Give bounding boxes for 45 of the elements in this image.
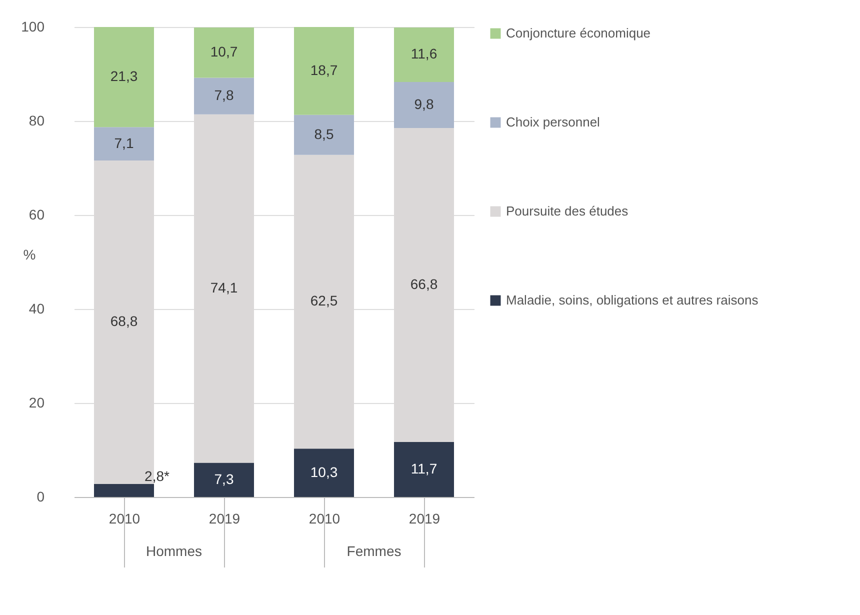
x-tick-label: 2019: [408, 510, 440, 526]
data-label: 66,8: [410, 276, 438, 292]
text: Hommes: [146, 543, 202, 559]
bar: [194, 462, 254, 497]
bar: [94, 484, 154, 497]
legend-label: Conjoncture économique: [506, 26, 651, 40]
y-axis-title: %: [23, 246, 36, 262]
legend-label: Poursuite des études: [506, 204, 629, 218]
data-label: 9,8: [414, 96, 434, 112]
bar: [294, 114, 354, 155]
bar: [294, 27, 354, 115]
data-label: 7,8: [214, 87, 234, 104]
bar: [194, 78, 254, 114]
data-label: 10,7: [210, 44, 238, 60]
bar: [394, 27, 454, 82]
data-label: 18,7: [310, 62, 338, 78]
y-tick-label: 60: [28, 206, 45, 222]
bar: [394, 82, 454, 128]
bar: [294, 448, 354, 497]
y-tick-label: 20: [28, 394, 45, 410]
data-label: 11,6: [410, 46, 438, 62]
bar: [194, 27, 254, 78]
y-tick-label: 40: [28, 300, 45, 316]
bar: [394, 442, 454, 497]
x-tick-label: 2010: [308, 510, 340, 526]
x-tick-label: 2010: [108, 510, 140, 526]
data-label: 2,8*: [144, 468, 170, 484]
text: Femmes: [346, 543, 402, 559]
data-label: 11,7: [410, 460, 438, 477]
data-label: 10,3: [310, 464, 338, 480]
data-label: 74,1: [210, 280, 238, 296]
data-label: 7,1: [114, 134, 134, 151]
legend-label: Maladie, soins, obligations et autres raisons: [506, 292, 759, 308]
data-label: 7,3: [214, 470, 234, 487]
data-label: 21,3: [110, 68, 138, 84]
y-tick-label: 80: [28, 112, 45, 128]
legend-label: Choix personnel: [506, 114, 600, 130]
y-tick-label: 100: [21, 18, 45, 34]
y-tick-label: 0: [36, 488, 45, 504]
x-tick-label: 2019: [208, 510, 240, 526]
data-label: 68,8: [110, 313, 138, 330]
bar: [94, 127, 154, 160]
data-label: 8,5: [314, 126, 334, 142]
bar: [94, 27, 154, 128]
data-label: 62,5: [310, 292, 338, 309]
